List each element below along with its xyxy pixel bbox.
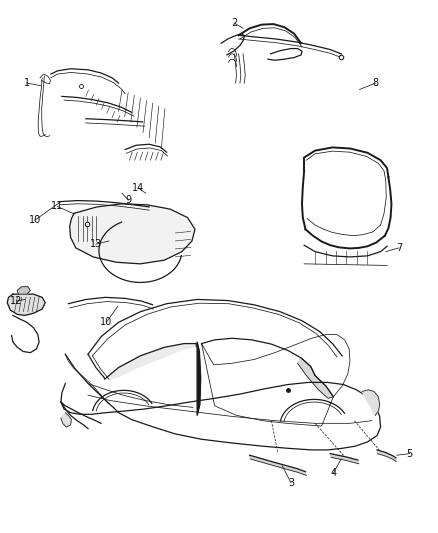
Text: 4: 4 [330,468,336,478]
Polygon shape [297,358,333,398]
Text: 12: 12 [10,296,23,306]
Text: 1: 1 [24,78,30,88]
Polygon shape [105,344,196,379]
Polygon shape [7,294,45,316]
Polygon shape [61,413,71,427]
Polygon shape [377,450,396,462]
Polygon shape [197,342,201,415]
Polygon shape [61,354,381,450]
Polygon shape [362,390,380,415]
Text: 3: 3 [288,478,294,488]
Polygon shape [17,287,30,294]
Text: 9: 9 [125,195,131,205]
Text: 11: 11 [51,201,64,212]
Text: 14: 14 [132,183,145,193]
Text: 7: 7 [396,243,402,253]
Text: 10: 10 [100,317,113,327]
Text: 10: 10 [28,215,41,225]
Polygon shape [250,455,306,475]
Text: 8: 8 [372,78,378,88]
Polygon shape [70,204,195,264]
Polygon shape [330,454,359,464]
Text: 5: 5 [406,449,413,458]
Text: 2: 2 [231,18,237,28]
Text: 13: 13 [90,239,102,249]
